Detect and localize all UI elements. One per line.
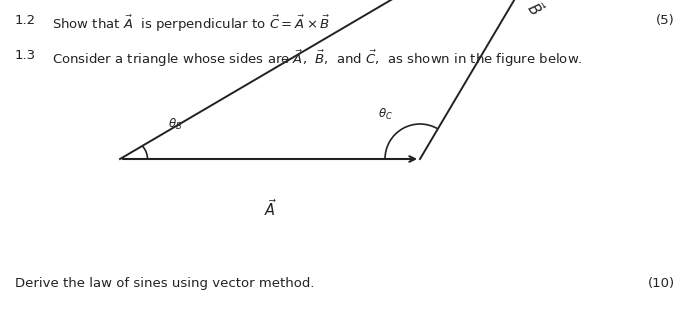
- Text: (10): (10): [648, 277, 675, 290]
- Text: Consider a triangle whose sides are $\vec{A}$,  $\vec{B}$,  and $\vec{C}$,  as s: Consider a triangle whose sides are $\ve…: [52, 49, 582, 69]
- Text: Derive the law of sines using vector method.: Derive the law of sines using vector met…: [15, 277, 314, 290]
- Text: 1.3: 1.3: [15, 49, 36, 62]
- Text: $\vec{B}$: $\vec{B}$: [523, 0, 547, 20]
- Text: $\theta_C$: $\theta_C$: [377, 106, 393, 121]
- Text: $\vec{C}$: $\vec{C}$: [288, 0, 312, 1]
- Text: Show that $\vec{A}$  is perpendicular to $\vec{C} = \vec{A} \times \vec{B}$: Show that $\vec{A}$ is perpendicular to …: [52, 14, 330, 34]
- Text: $\vec{A}$: $\vec{A}$: [264, 199, 276, 219]
- Text: 1.2: 1.2: [15, 14, 36, 27]
- Text: (5): (5): [657, 14, 675, 27]
- Text: $\theta_B$: $\theta_B$: [168, 116, 182, 132]
